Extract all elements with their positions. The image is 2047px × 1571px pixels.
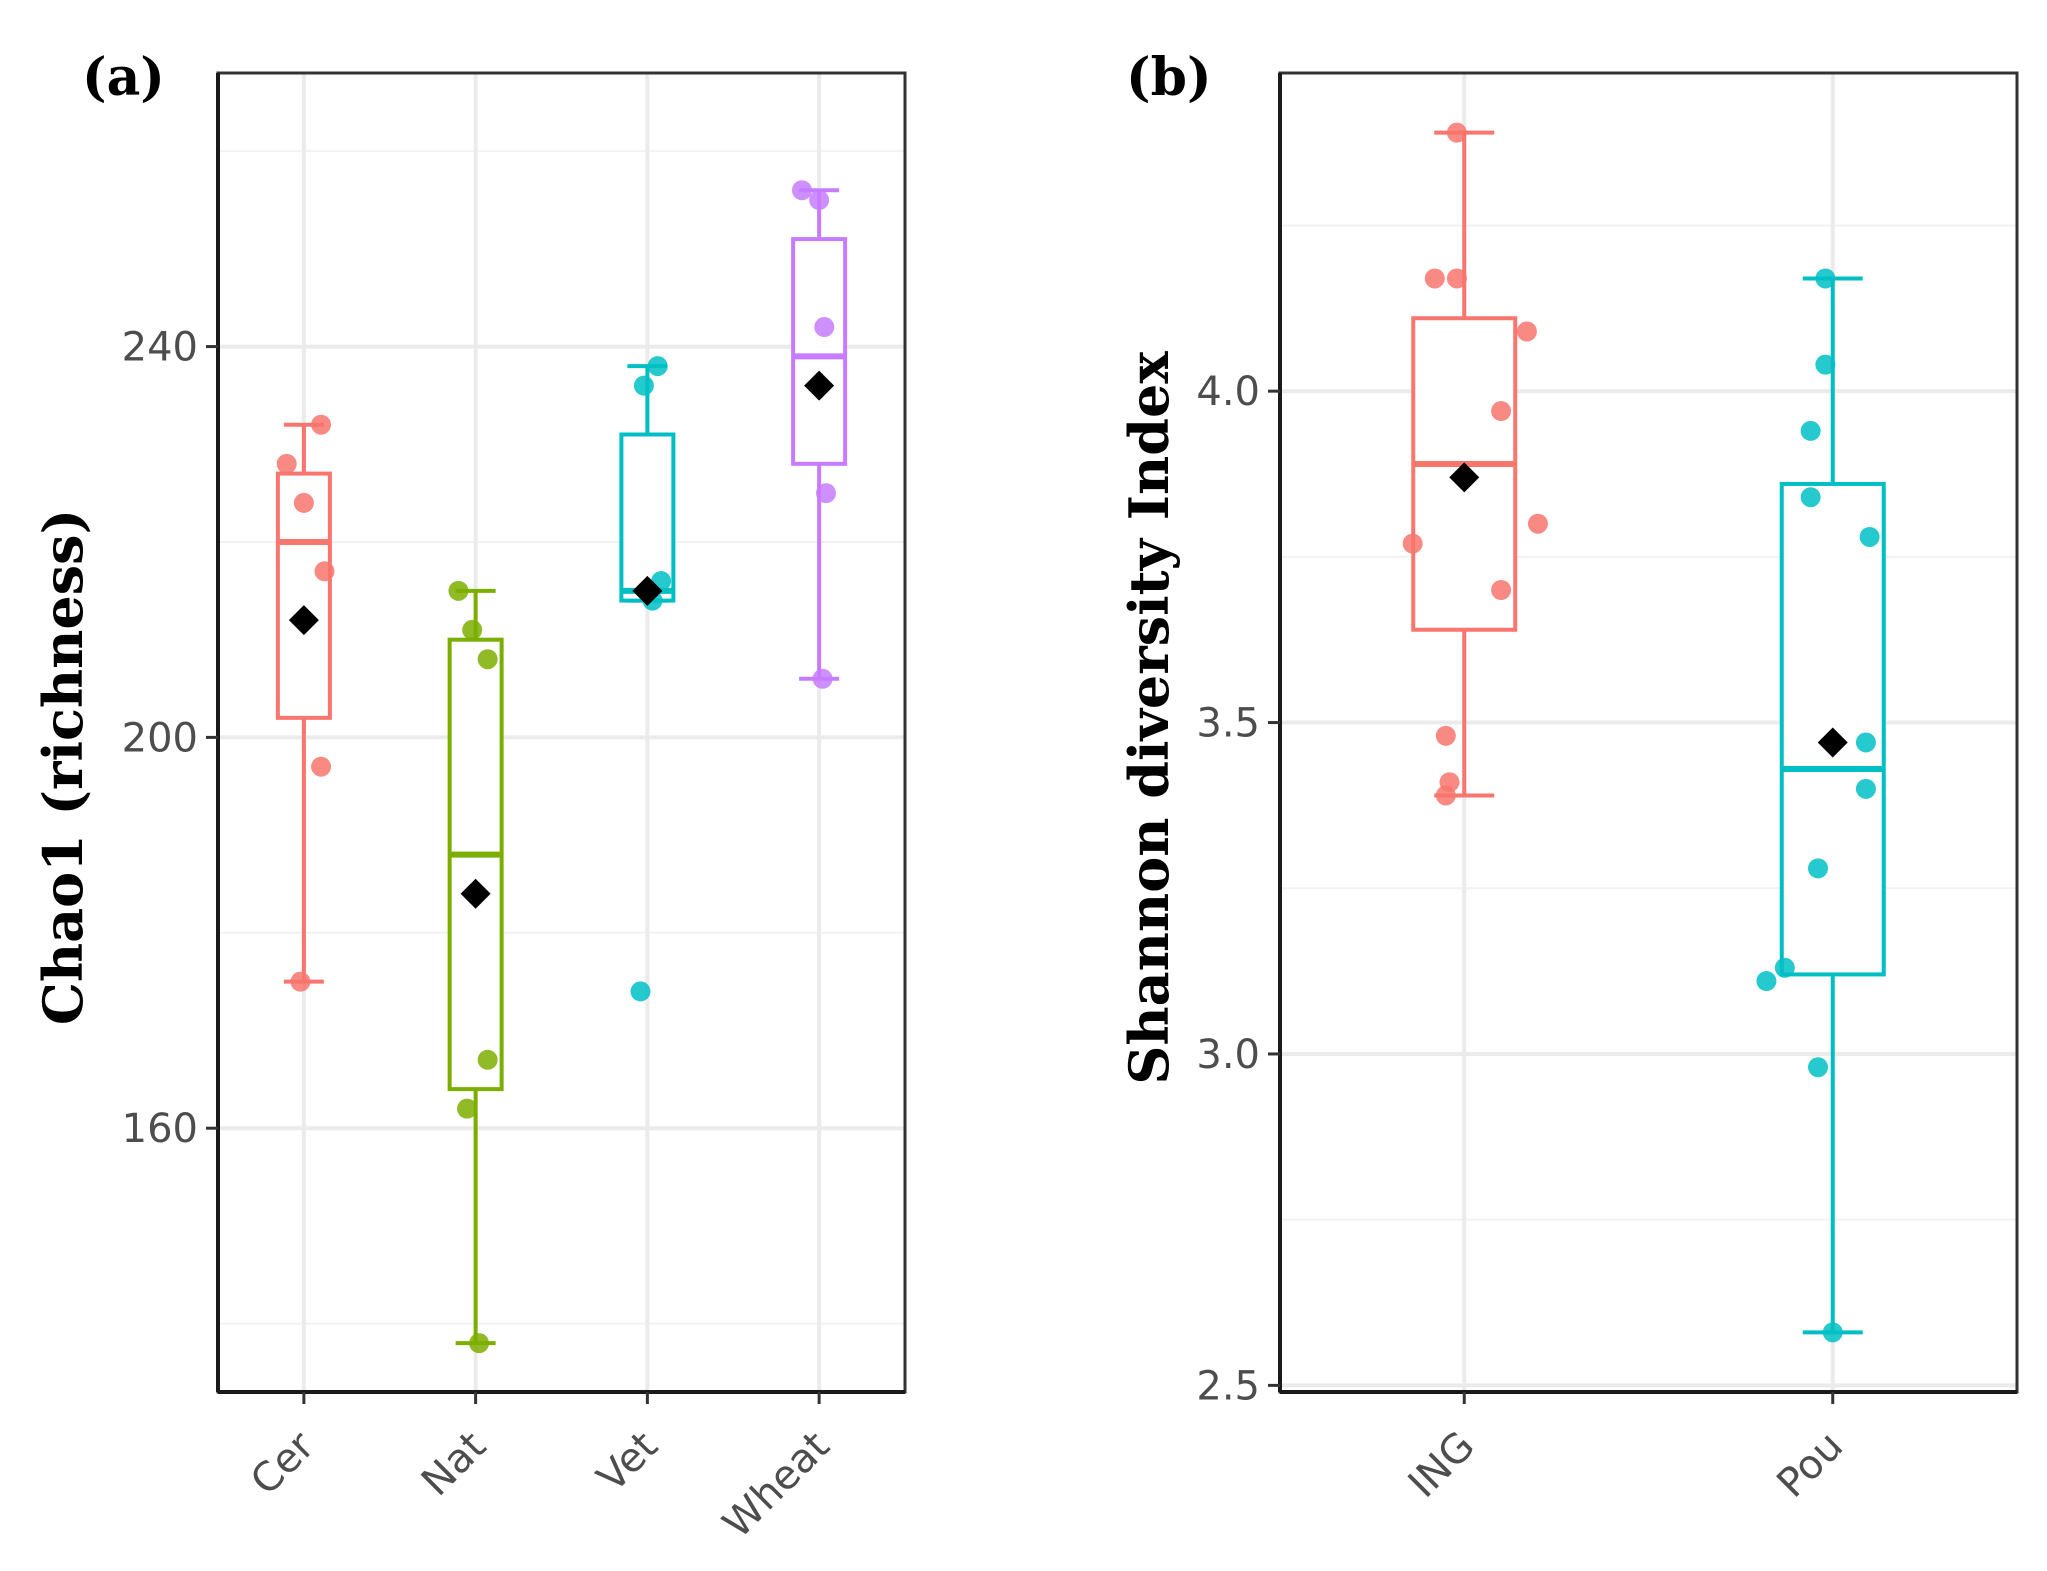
y-tick-label: 4.0 [1196,369,1260,415]
y-tick-label: 2.5 [1196,1363,1260,1409]
data-point-vet [647,356,668,377]
panel-a-chart: (a) Chao1 (richness) 160 200 240 Cer Nat Vet W… [31,47,907,1547]
data-point-ing [1491,401,1512,422]
data-point-cer [293,492,314,513]
x-category-label-wheat: Wheat [714,1423,838,1547]
mean-marker-ing [1449,462,1480,493]
plot-background [218,73,905,1392]
y-tick-label: 240 [122,325,198,371]
data-point-nat [477,649,498,670]
data-point-pou [1808,1057,1829,1078]
panel-b-chart: (b) Shannon diversity Index 2.5 3.0 3.5 4.0… [1117,47,2019,1507]
data-point-cer [311,414,332,435]
box-iqr [791,237,848,466]
data-point-ing [1446,268,1467,289]
panel-a-y-axis-title: Chao1 (richness) [31,509,95,1025]
y-tick-label: 3.5 [1196,701,1260,747]
data-point-ing [1402,533,1423,554]
data-point-cer [311,756,332,777]
panel-a-points [276,180,836,1354]
data-point-pou [1774,957,1795,978]
mean-marker-cer [288,605,319,636]
data-point-nat [457,1098,478,1119]
mean-marker-pou [1817,727,1848,758]
data-point-ing [1435,725,1456,746]
data-point-cer [314,561,335,582]
data-point-vet [633,375,654,396]
data-point-cer [290,971,311,992]
data-point-ing [1491,579,1512,600]
y-tick-label: 160 [122,1106,198,1152]
y-tick-label: 3.0 [1196,1032,1260,1078]
box-nat [447,588,504,1346]
data-point-ing [1435,785,1456,806]
data-point-wheat [791,180,812,201]
box-iqr [275,471,332,720]
x-category-label-ing: ING [1400,1423,1484,1507]
mean-marker-wheat [804,370,835,401]
panel-b-y-axis-title: Shannon diversity Index [1117,351,1181,1085]
data-point-wheat [812,668,833,689]
data-point-wheat [814,317,835,338]
data-point-wheat [809,190,830,211]
data-point-pou [1800,420,1821,441]
data-point-nat [448,580,469,601]
data-point-nat [469,1333,490,1354]
panel-b-points [1402,122,1880,1343]
data-point-ing [1424,268,1445,289]
data-point-pou [1815,268,1836,289]
x-category-label-vet: Vet [589,1423,667,1501]
data-point-pou [1859,526,1880,547]
panel-b-label: (b) [1126,47,1212,108]
y-tick-label: 200 [122,715,198,761]
panel-a-grid [218,73,905,1392]
data-point-pou [1822,1322,1843,1343]
data-point-wheat [815,483,836,504]
panel-b-grid [1280,73,2017,1392]
x-category-label-cer: Cer [242,1423,324,1505]
data-point-ing [1527,513,1548,534]
x-category-label-pou: Pou [1768,1423,1852,1507]
data-point-vet [630,981,651,1002]
data-point-nat [477,1049,498,1070]
mean-marker-nat [460,878,491,909]
data-point-pou [1855,778,1876,799]
data-point-nat [462,619,483,640]
panel-b-means [1449,462,1848,758]
data-point-pou [1855,732,1876,753]
data-point-ing [1516,321,1537,342]
data-point-pou [1800,487,1821,508]
x-category-label-nat: Nat [413,1423,495,1505]
mean-marker-vet [632,575,663,606]
data-point-pou [1756,971,1777,992]
panel-a-label: (a) [82,47,165,108]
panel-a-means [288,370,835,909]
panel-a-boxes [275,188,848,1346]
data-point-pou [1815,354,1836,375]
data-point-pou [1808,858,1829,879]
data-point-ing [1446,122,1467,143]
data-point-cer [276,453,297,474]
plot-background [1280,73,2017,1392]
box-iqr [447,637,504,1092]
